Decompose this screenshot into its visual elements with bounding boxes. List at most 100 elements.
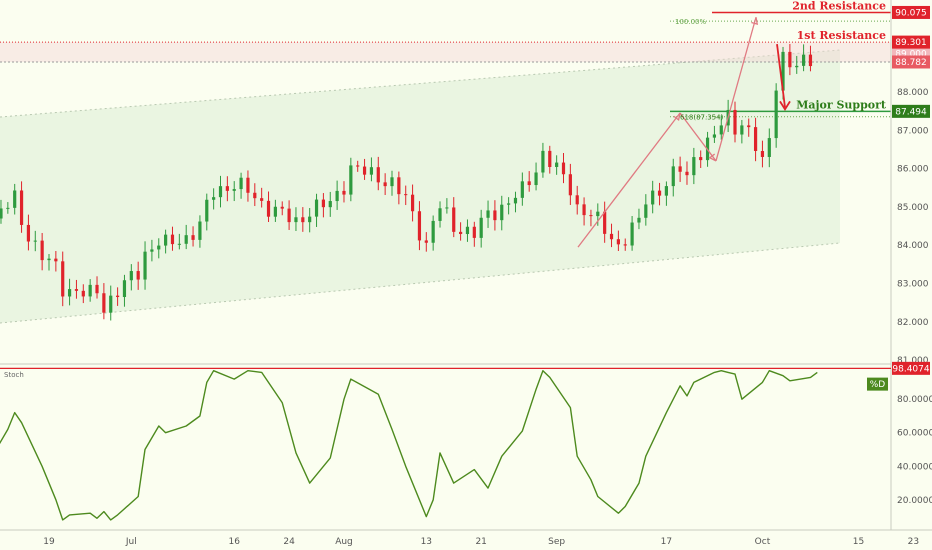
candle-body xyxy=(699,157,703,161)
candle-body xyxy=(198,221,202,240)
candle-body xyxy=(760,151,765,157)
candle-body xyxy=(452,207,456,232)
candle-body xyxy=(356,165,360,167)
candle-body xyxy=(383,182,387,187)
candle-body xyxy=(534,172,538,186)
time-tick-label: 16 xyxy=(228,537,240,547)
resistance-zone xyxy=(0,42,891,62)
level-label-0: 2nd Resistance xyxy=(792,0,886,12)
target-arrow xyxy=(776,43,786,108)
candle-body xyxy=(61,261,65,297)
candle-body xyxy=(527,181,531,186)
candle-body xyxy=(397,177,401,195)
candle-body xyxy=(232,189,236,191)
candle-body xyxy=(445,207,449,209)
candle-body xyxy=(218,186,223,198)
candle-body xyxy=(6,207,10,209)
candle-body xyxy=(692,157,696,176)
time-tick-label: Jul xyxy=(125,537,137,547)
candle-body xyxy=(40,240,44,261)
annotations: 100.00% 618(87.354) 2nd Resistance 1st Resi… xyxy=(577,0,887,248)
candle-body xyxy=(81,290,85,297)
candle-body xyxy=(88,284,92,297)
level-tag-0: 90.075 xyxy=(895,8,927,18)
candle-body xyxy=(410,194,415,212)
candle-body xyxy=(568,174,572,196)
candle-body xyxy=(225,186,229,191)
candle-body xyxy=(616,239,620,245)
candle-body xyxy=(19,190,24,225)
level-tag-1: 89.301 xyxy=(895,38,927,48)
fib-arrow-3-head xyxy=(751,17,759,26)
candle-body xyxy=(191,235,195,240)
time-tick-label: Sep xyxy=(548,537,565,547)
stochastic-axis: 20.0000 40.0000 60.0000 80.0000 xyxy=(897,395,932,506)
price-tag-1-bg xyxy=(892,55,930,69)
candle-body xyxy=(129,271,133,281)
candle-body xyxy=(685,171,689,176)
candle-body xyxy=(54,258,58,262)
candle-body xyxy=(109,295,113,313)
candle-body xyxy=(520,181,524,198)
level-label-1: 1st Resistance xyxy=(797,29,886,42)
time-tick-label: Oct xyxy=(755,537,771,547)
price-tick-label: 81.000 xyxy=(897,356,929,366)
candle-body xyxy=(122,280,127,298)
candle-body xyxy=(335,190,339,202)
candle-body xyxy=(623,244,627,246)
candle-body xyxy=(678,166,682,172)
candle-body xyxy=(273,206,277,217)
stoch-value-tag: 98.4074 xyxy=(892,364,929,374)
candle-body xyxy=(314,199,319,217)
fib-arrow-1-head xyxy=(673,112,681,122)
candle-body xyxy=(609,233,614,240)
level-tag-2: 87.494 xyxy=(895,107,927,117)
channel-upper-line xyxy=(0,49,841,118)
stoch-value-tag-bg xyxy=(892,361,930,375)
candle-body xyxy=(774,90,778,139)
candle-body xyxy=(0,208,3,219)
candle-body xyxy=(404,194,408,196)
candle-body xyxy=(438,208,442,221)
price-tick-label: 88.000 xyxy=(897,88,929,98)
time-tick-label: Aug xyxy=(335,537,353,547)
candle-body xyxy=(184,235,188,244)
candle-body xyxy=(170,234,175,245)
time-tick-label: 24 xyxy=(283,537,295,547)
candle-body xyxy=(150,249,154,252)
candle-body xyxy=(541,150,545,173)
time-tick-label: 19 xyxy=(43,537,55,547)
candle-body xyxy=(500,204,504,221)
candle-body xyxy=(802,54,806,66)
candle-body xyxy=(671,166,675,187)
stoch-line xyxy=(0,370,818,521)
candle-body xyxy=(664,186,668,196)
target-arrow-head xyxy=(779,100,791,112)
fib-label-100: 100.00% xyxy=(675,18,706,26)
candle-body xyxy=(808,54,813,67)
stoch-series-tag-bg xyxy=(867,377,888,391)
candle-body xyxy=(177,243,181,245)
fib-label-618: 618(87.354) xyxy=(680,114,724,122)
candle-body xyxy=(26,224,31,242)
candle-body xyxy=(67,289,72,297)
candle-body xyxy=(753,127,758,152)
candle-body xyxy=(287,208,291,223)
candle-body xyxy=(657,190,662,196)
candle-body xyxy=(239,177,243,190)
candle-body xyxy=(795,65,799,68)
level-label-2: Major Support xyxy=(796,98,887,111)
candle-body xyxy=(260,198,264,201)
fib-arrow-3 xyxy=(715,17,757,162)
stoch-tick-label: 40.0000 xyxy=(897,462,932,472)
candle-body xyxy=(116,295,120,298)
level-tag-1-bg xyxy=(892,35,930,49)
candle-body xyxy=(136,271,140,280)
candle-body xyxy=(555,162,559,167)
candle-body xyxy=(493,210,497,221)
candle-body xyxy=(596,211,600,217)
time-axis: 19 Jul 16 24 Aug 13 21 Sep 17 Oct 15 23 xyxy=(43,537,919,547)
candle-body xyxy=(212,197,216,200)
price-tick-label: 84.000 xyxy=(897,241,929,251)
